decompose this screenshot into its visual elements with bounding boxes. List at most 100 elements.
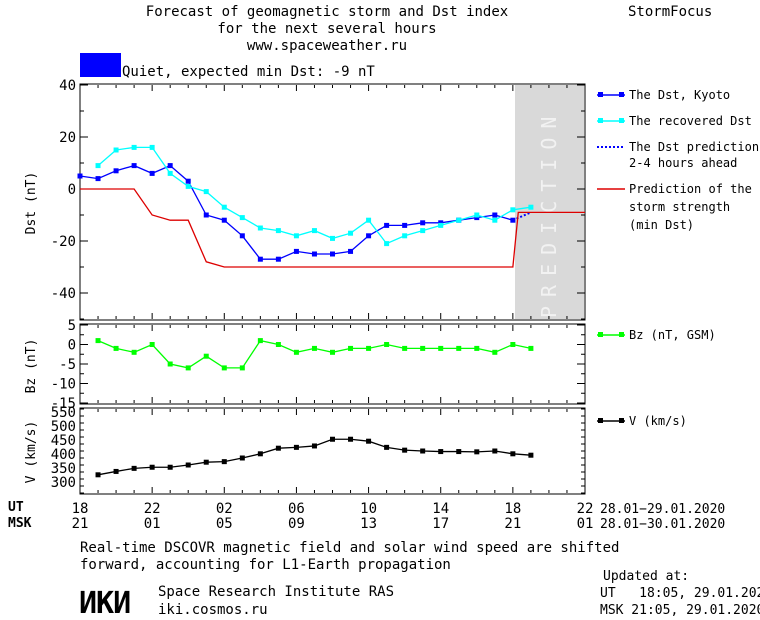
velocity-series-0-point	[149, 464, 155, 470]
status-color-swatch	[80, 53, 121, 77]
dst-series-0-point	[438, 220, 444, 226]
bz-series-0-point	[330, 349, 335, 355]
ut-tick-label: 14	[432, 501, 449, 517]
velocity-series-0-point	[348, 436, 354, 442]
dst-series-3-line	[80, 188, 585, 268]
iki-logo: ИКИ	[79, 586, 130, 620]
bz-y-tick-label: -10	[51, 377, 76, 393]
legend-marker-bz-end	[619, 332, 624, 337]
legend-label-recovered-dst: The recovered Dst	[629, 114, 752, 128]
velocity-series-0-point	[528, 452, 534, 458]
bz-series-0-point	[492, 349, 498, 355]
legend-marker-velocity-end	[619, 418, 624, 423]
bz-series-0-point	[293, 349, 299, 355]
legend-item-velocity: V (km/s)	[597, 414, 687, 428]
msk-tick-label: 09	[288, 516, 305, 532]
bz-series-0-point	[167, 361, 173, 367]
legend-label-bz: Bz (nT, GSM)	[629, 328, 716, 342]
velocity-y-tick-label: 300	[51, 475, 76, 491]
dst-series-0-point	[366, 233, 372, 239]
dst-y-tick-label: 20	[59, 130, 76, 146]
dst-series-1-point	[474, 212, 480, 218]
brand-name: StormFocus	[628, 4, 712, 20]
dst-series-1-point	[528, 204, 534, 210]
bz-series-0-line	[97, 339, 532, 369]
legend-label-storm-strength-line-2: storm strength	[629, 200, 730, 214]
dst-series-1-point	[95, 163, 101, 169]
ut-tick-label: 22	[577, 501, 594, 517]
updated-label: Updated at:	[603, 569, 689, 584]
legend-label-dst-prediction-line-2: 2-4 hours ahead	[629, 156, 737, 170]
velocity-series-0-point	[257, 451, 263, 457]
bz-series-0-point	[113, 345, 119, 351]
dst-series-0-point	[77, 173, 83, 179]
dst-series-0-point	[113, 168, 119, 174]
dst-y-tick-label: -40	[51, 286, 76, 302]
bz-plot: -15 -10 -5 0 5	[51, 318, 586, 412]
dst-series-1-point	[257, 225, 263, 231]
legend-label-storm-strength-line-3: (min Dst)	[629, 218, 694, 232]
dst-series-0-point	[149, 170, 155, 176]
velocity-series-0-point	[366, 438, 372, 444]
velocity-series-0-point	[330, 436, 335, 442]
legend-marker-dst-kyoto	[598, 92, 603, 97]
footnote-line-1: Real-time DSCOVR magnetic field and sola…	[80, 540, 619, 556]
dst-series-0-point	[167, 163, 173, 169]
bz-series-0-point	[203, 353, 209, 359]
legend-marker-bz	[598, 332, 603, 337]
status-text: Quiet, expected min Dst: -9 nT	[122, 64, 375, 80]
velocity-series-0-point	[384, 444, 390, 450]
msk-axis-label: MSK	[8, 516, 32, 531]
time-axis: 18 22 02 06 10 14 18 22 21 01 05 09 13 17 21 01	[72, 501, 594, 532]
updated-msk: MSK 21:05, 29.01.2020	[600, 603, 760, 618]
velocity-series-0-point	[311, 443, 317, 449]
velocity-series-0-point	[438, 449, 444, 455]
velocity-y-tick-label: 550	[51, 405, 76, 421]
dst-series-1-point	[366, 217, 372, 223]
velocity-series-0-point	[113, 468, 119, 474]
velocity-series-0-point	[474, 449, 480, 455]
velocity-series-0-point	[510, 451, 516, 457]
dst-series-1-point	[456, 217, 462, 223]
dst-series-0-point	[348, 248, 354, 254]
dst-y-tick-label: -20	[51, 234, 76, 250]
dst-series-1-point	[167, 170, 173, 176]
dst-series-1-point	[510, 207, 516, 213]
velocity-series-0-point	[402, 447, 408, 453]
velocity-series-0-point	[185, 462, 191, 468]
dst-series-1-point	[275, 228, 281, 234]
dst-series-0-point	[221, 217, 227, 223]
legend-label-dst-prediction-line-1: The Dst prediction	[629, 140, 759, 154]
bz-series-0-point	[221, 365, 227, 371]
legend-marker-velocity	[598, 418, 603, 423]
ut-tick-label: 02	[216, 501, 233, 517]
velocity-series-0-point	[420, 448, 426, 454]
footnote-line-2: forward, accounting for L1-Earth propaga…	[80, 557, 451, 573]
bz-series-0-point	[311, 345, 317, 351]
dst-series-0-point	[402, 222, 408, 228]
velocity-panel-frame	[79, 407, 586, 495]
velocity-y-tick-label: 350	[51, 461, 76, 477]
velocity-y-tick-label: 450	[51, 433, 76, 449]
bz-series-0-point	[275, 342, 281, 347]
chart-title-line-1: Forecast of geomagnetic storm and Dst in…	[146, 4, 508, 20]
ut-axis-label: UT	[8, 500, 24, 515]
legend-label-dst-kyoto: The Dst, Kyoto	[629, 88, 730, 102]
legend: The Dst, Kyoto The recovered Dst The Dst…	[597, 88, 759, 428]
bz-series-0-point	[239, 365, 245, 371]
velocity-series-0-point	[492, 448, 498, 454]
dst-series-1-point	[330, 235, 335, 241]
velocity-series-0-point	[239, 455, 245, 461]
dst-series-1-point	[149, 144, 155, 150]
legend-item-dst-kyoto: The Dst, Kyoto	[597, 88, 730, 102]
dst-series-0-point	[293, 248, 299, 254]
dst-series-1-point	[203, 189, 209, 195]
velocity-series-0-point	[456, 449, 462, 455]
ut-tick-label: 18	[504, 501, 521, 517]
dst-series-0-point	[311, 251, 317, 257]
ut-date-range: 28.01−29.01.2020	[600, 502, 725, 517]
bz-y-tick-label: 0	[68, 338, 76, 354]
msk-date-range: 28.01−30.01.2020	[600, 517, 725, 532]
dst-series-1-point	[384, 241, 390, 247]
